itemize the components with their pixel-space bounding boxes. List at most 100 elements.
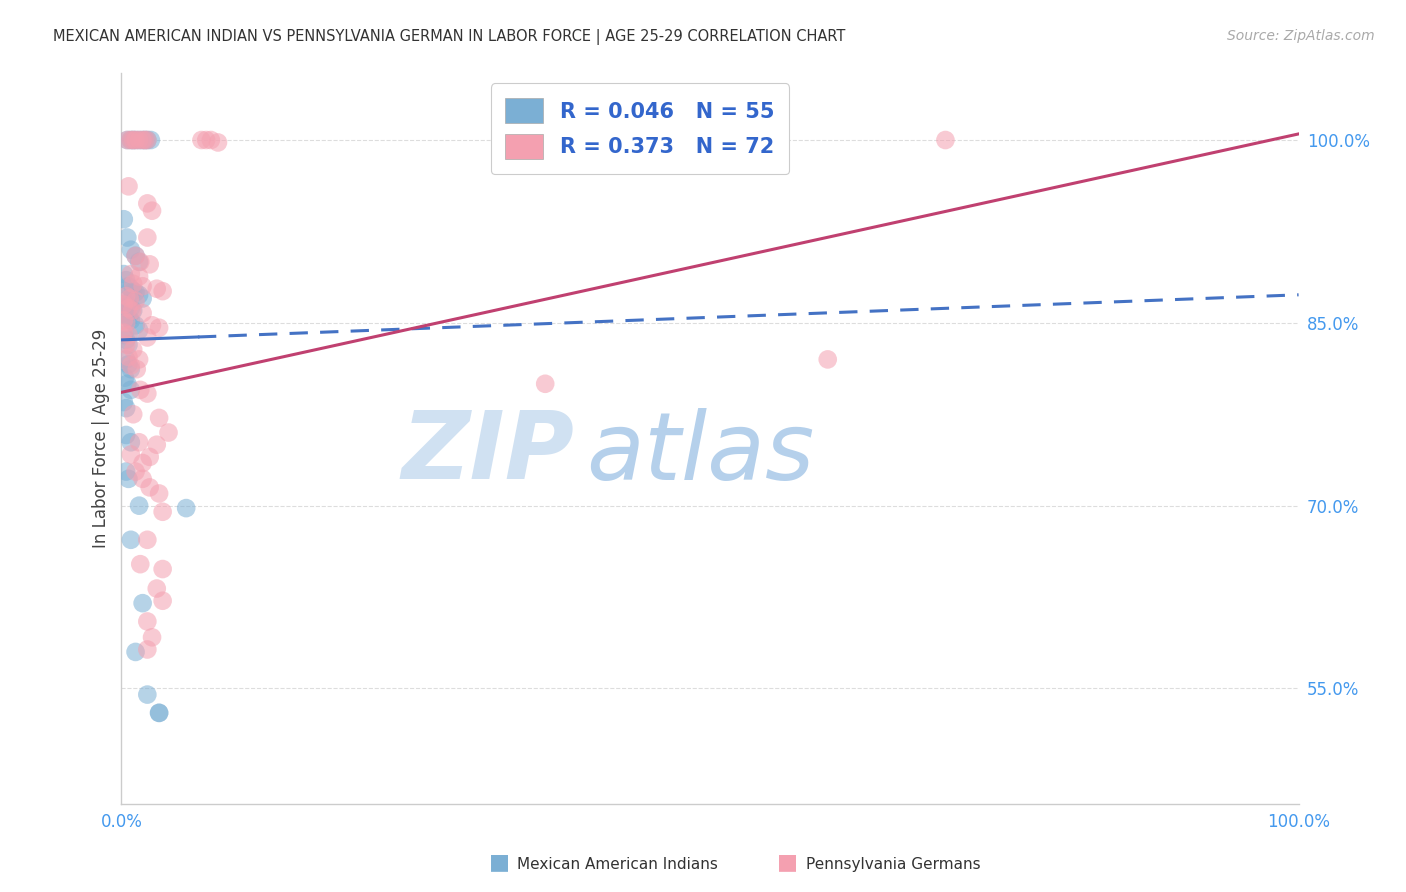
Point	[134, 133, 156, 147]
Text: Source: ZipAtlas.com: Source: ZipAtlas.com	[1227, 29, 1375, 44]
Point	[139, 133, 162, 147]
Point	[120, 282, 142, 296]
Point	[157, 425, 180, 440]
Point	[136, 196, 159, 211]
Point	[124, 133, 146, 147]
Point	[148, 706, 170, 720]
Point	[138, 257, 160, 271]
Point	[115, 333, 138, 347]
Point	[131, 133, 153, 147]
Point	[128, 133, 150, 147]
Point	[120, 243, 142, 257]
Point	[145, 438, 167, 452]
Point	[122, 133, 145, 147]
Point	[122, 407, 145, 421]
Point	[112, 395, 135, 409]
Point	[117, 299, 139, 313]
Point	[120, 267, 142, 281]
Point	[124, 293, 146, 308]
Point	[120, 359, 142, 373]
Point	[131, 292, 153, 306]
Point	[534, 376, 557, 391]
Point	[128, 352, 150, 367]
Point	[817, 352, 839, 367]
Point	[117, 179, 139, 194]
Point	[131, 133, 153, 147]
Point	[117, 350, 139, 364]
Point	[115, 401, 138, 416]
Point	[148, 411, 170, 425]
Point	[131, 596, 153, 610]
Point	[112, 326, 135, 340]
Point	[152, 562, 174, 576]
Point	[190, 133, 212, 147]
Point	[128, 435, 150, 450]
Point	[934, 133, 956, 147]
Point	[112, 293, 135, 308]
Point	[128, 269, 150, 284]
Point	[138, 480, 160, 494]
Point	[120, 313, 142, 327]
Point	[112, 297, 135, 311]
Point	[117, 328, 139, 343]
Point	[117, 301, 139, 316]
Point	[120, 533, 142, 547]
Text: ■: ■	[489, 853, 509, 872]
Point	[152, 505, 174, 519]
Point	[136, 688, 159, 702]
Point	[148, 706, 170, 720]
Point	[152, 593, 174, 607]
Point	[136, 133, 159, 147]
Point	[124, 249, 146, 263]
Point	[141, 318, 163, 333]
Point	[134, 133, 156, 147]
Point	[152, 284, 174, 298]
Point	[117, 230, 139, 244]
Point	[200, 133, 222, 147]
Point	[129, 557, 152, 571]
Point	[117, 376, 139, 391]
Point	[124, 645, 146, 659]
Point	[128, 323, 150, 337]
Point	[117, 472, 139, 486]
Point	[122, 277, 145, 291]
Point	[115, 428, 138, 442]
Point	[112, 267, 135, 281]
Point	[148, 486, 170, 500]
Point	[124, 249, 146, 263]
Text: ■: ■	[778, 853, 797, 872]
Point	[117, 133, 139, 147]
Point	[120, 448, 142, 462]
Point	[122, 284, 145, 298]
Point	[115, 296, 138, 310]
Point	[136, 230, 159, 244]
Point	[145, 282, 167, 296]
Point	[120, 301, 142, 316]
Point	[124, 133, 146, 147]
Point	[128, 499, 150, 513]
Point	[131, 279, 153, 293]
Point	[128, 255, 150, 269]
Point	[122, 133, 145, 147]
Point	[115, 309, 138, 323]
Point	[136, 330, 159, 344]
Point	[131, 456, 153, 470]
Point	[121, 303, 143, 318]
Point	[136, 386, 159, 401]
Point	[141, 203, 163, 218]
Point	[131, 306, 153, 320]
Point	[195, 133, 218, 147]
Point	[125, 362, 148, 376]
Text: ZIP: ZIP	[402, 408, 575, 500]
Point	[120, 133, 142, 147]
Point	[115, 289, 138, 303]
Text: Mexican American Indians: Mexican American Indians	[517, 857, 718, 872]
Point	[136, 615, 159, 629]
Point	[128, 133, 150, 147]
Point	[120, 383, 142, 397]
Point	[112, 212, 135, 227]
Point	[117, 279, 139, 293]
Point	[115, 273, 138, 287]
Point	[115, 352, 138, 367]
Point	[120, 133, 142, 147]
